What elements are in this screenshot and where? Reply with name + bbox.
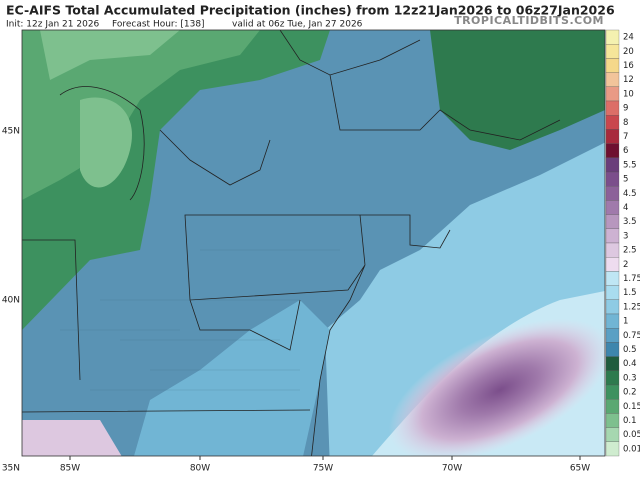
valid-time: valid at 06z Tue, Jan 27 2026 <box>232 20 363 30</box>
colorbar-label: 0.4 <box>623 359 637 369</box>
colorbar-label: 12 <box>623 75 634 85</box>
colorbar-label: 1 <box>623 317 628 327</box>
colorbar-swatch <box>605 171 620 187</box>
colorbar-swatch <box>605 100 620 116</box>
precip-south <box>22 420 122 456</box>
colorbar-swatch <box>605 413 620 428</box>
colorbar-swatch <box>605 115 620 130</box>
colorbar-label: 9 <box>623 104 628 114</box>
latitude-label: 40N <box>2 296 20 306</box>
latitude-label: 35N <box>2 464 20 474</box>
colorbar-label: 2 <box>623 260 628 270</box>
border-line <box>22 239 311 413</box>
map-title: EC-AIFS Total Accumulated Precipitation … <box>6 3 615 18</box>
border-line <box>279 30 561 141</box>
init-time: Init: 12z Jan 21 2026 <box>6 20 100 30</box>
colorbar-label: 16 <box>623 61 634 71</box>
green-east <box>430 30 605 150</box>
colorbar-label: 4.5 <box>623 189 637 199</box>
colorbar-swatch <box>605 58 620 73</box>
longitude-label: 65W <box>570 464 590 474</box>
colorbar-label: 7 <box>623 132 628 142</box>
map-area <box>22 30 605 456</box>
colorbar-swatch <box>605 356 620 371</box>
border-line <box>184 214 451 456</box>
colorbar-swatch <box>605 384 620 400</box>
colorbar-label: 4 <box>623 203 628 213</box>
colorbar-swatch <box>605 214 620 229</box>
colorbar-label: 0.15 <box>623 402 640 412</box>
colorbar-swatch <box>605 342 620 357</box>
colorbar-swatch <box>605 257 620 272</box>
colorbar-swatch <box>605 86 620 102</box>
colorbar-label: 10 <box>623 89 634 99</box>
green-lightest <box>40 30 180 80</box>
colorbar-label: 5 <box>623 175 628 185</box>
colorbar-label: 0.1 <box>623 416 637 426</box>
colorbar-label: 3.5 <box>623 217 637 227</box>
colorbar-label: 5.5 <box>623 160 637 170</box>
forecast-hour: Forecast Hour: [138] <box>112 20 205 30</box>
colorbar-label: 3 <box>623 231 628 241</box>
precip-max <box>388 318 605 456</box>
colorbar-swatch <box>605 328 620 343</box>
latitude-label: 45N <box>2 127 20 137</box>
colorbar-swatch <box>605 285 620 300</box>
colorbar-label: 1.5 <box>623 288 637 298</box>
colorbar-label: 24 <box>623 33 634 43</box>
colorbar-label: 0.2 <box>623 388 637 398</box>
colorbar-swatch <box>605 399 620 414</box>
colorbar-label: 0.05 <box>623 430 640 440</box>
colorbar-swatch <box>605 228 620 244</box>
colorbar-swatch <box>605 271 620 286</box>
colorbar-swatch <box>605 242 620 258</box>
colorbar-label: 0.75 <box>623 331 640 341</box>
map-axes: 85W 80W 75W 70W 65W 45N 40N 35N <box>2 127 590 474</box>
brand: TROPICALTIDBITS.COM <box>454 14 604 27</box>
colorbar-swatch <box>605 186 620 201</box>
colorbar-label: 20 <box>623 47 634 57</box>
colorbar-swatch <box>605 72 620 87</box>
longitude-label: 80W <box>190 464 210 474</box>
colorbar-swatch <box>605 427 620 442</box>
colorbar-swatch <box>605 143 620 158</box>
longitude-label: 70W <box>442 464 462 474</box>
colorbar-swatch <box>605 313 620 329</box>
colorbar-label: 0.5 <box>623 345 637 355</box>
colorbar-swatch <box>605 29 620 45</box>
colorbar-label: 1.25 <box>623 302 640 312</box>
colorbar-swatch <box>605 200 620 215</box>
colorbar-label: 2.5 <box>623 246 637 256</box>
colorbar-label: 1.75 <box>623 274 640 284</box>
colorbar: 24 20 16 12 10 9 8 7 6 5.5 5 4.5 4 3.5 3 2.5 2 1.75 1.5 1.2… <box>605 29 640 457</box>
green-michigan <box>80 97 132 188</box>
colorbar-label: 0.01 <box>623 444 640 454</box>
map-frame <box>21 29 606 457</box>
colorbar-swatch <box>605 44 620 59</box>
precip-band <box>134 300 330 456</box>
colorbar-swatch <box>605 129 620 144</box>
colorbar-swatch <box>605 441 620 457</box>
colorbar-swatch <box>605 299 620 315</box>
colorbar-swatch <box>605 370 620 386</box>
coastline <box>59 86 271 201</box>
colorbar-label: 6 <box>623 146 628 156</box>
county-lines <box>60 249 340 391</box>
colorbar-swatch <box>605 157 620 173</box>
longitude-label: 85W <box>60 464 80 474</box>
colorbar-label: 8 <box>623 118 628 128</box>
colorbar-label: 0.3 <box>623 373 637 383</box>
longitude-label: 75W <box>313 464 333 474</box>
